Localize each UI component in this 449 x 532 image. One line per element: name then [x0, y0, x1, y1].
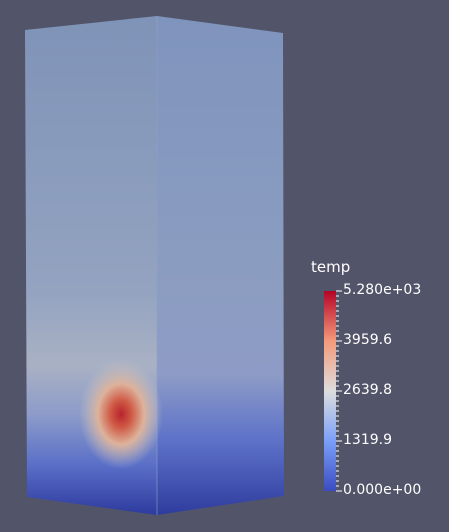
colorbar-ticks [336, 290, 342, 492]
legend-tick-label: 1319.9 [343, 432, 392, 448]
legend-tick-label: 3959.6 [343, 332, 392, 348]
legend-tick-label: 2639.8 [343, 382, 392, 398]
legend-max-label: 5.280e+03 [343, 282, 422, 298]
legend-min-label: 0.000e+00 [343, 482, 422, 498]
colorbar [324, 291, 336, 491]
block-right-face [157, 16, 284, 515]
legend-title: temp [311, 258, 351, 276]
temperature-hotspot [79, 359, 163, 469]
